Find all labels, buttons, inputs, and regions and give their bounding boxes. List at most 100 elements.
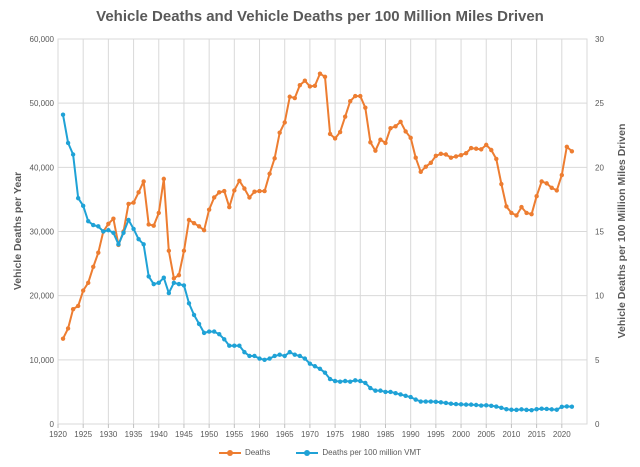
legend-item-rate[interactable]: Deaths per 100 million VMT	[296, 448, 421, 457]
point-deaths	[322, 74, 328, 80]
point-rate	[438, 400, 444, 405]
x-tick-label: 1965	[276, 430, 294, 439]
point-rate	[413, 397, 418, 402]
x-tick-label: 1975	[326, 430, 344, 439]
point-rate	[383, 389, 388, 395]
y-tick-label-right: 30	[595, 35, 604, 44]
x-tick-label: 2005	[477, 430, 495, 439]
point-rate	[96, 224, 101, 229]
point-rate	[272, 353, 277, 359]
x-tick-label: 2010	[503, 430, 521, 439]
point-deaths	[146, 222, 151, 227]
point-deaths	[252, 189, 257, 194]
point-deaths	[237, 178, 242, 184]
point-rate	[166, 290, 172, 296]
y-tick-label-right: 25	[595, 99, 604, 108]
point-rate	[327, 376, 333, 382]
x-tick-label: 1995	[427, 430, 445, 439]
point-rate	[463, 402, 469, 407]
point-deaths	[282, 120, 287, 125]
point-deaths	[106, 221, 111, 226]
point-deaths	[388, 125, 393, 131]
point-deaths	[332, 136, 338, 141]
point-rate	[302, 356, 308, 361]
point-deaths	[368, 140, 373, 145]
x-tick-label: 1925	[74, 430, 92, 439]
point-rate	[196, 321, 202, 327]
point-deaths	[479, 147, 484, 152]
point-deaths	[529, 211, 534, 217]
point-deaths	[342, 114, 348, 119]
point-deaths	[201, 228, 207, 233]
series-layer	[60, 71, 575, 413]
point-rate	[257, 356, 262, 361]
point-deaths	[393, 124, 398, 129]
point-rate	[217, 331, 222, 337]
point-rate	[222, 337, 227, 342]
point-deaths	[453, 154, 459, 159]
point-rate	[151, 281, 156, 287]
point-deaths	[267, 171, 272, 176]
point-rate	[489, 403, 494, 408]
point-deaths	[70, 306, 76, 312]
y-tick-label-left: 10,000	[30, 356, 55, 365]
point-rate	[237, 343, 242, 348]
point-deaths	[544, 181, 549, 186]
point-rate	[176, 281, 182, 287]
point-rate	[297, 353, 303, 359]
x-tick-label: 1940	[150, 430, 168, 439]
x-tick-label: 2020	[553, 430, 571, 439]
point-rate	[156, 280, 161, 286]
point-rate	[136, 237, 141, 242]
point-rate	[514, 407, 519, 413]
point-rate	[358, 378, 363, 384]
point-rate	[524, 407, 529, 413]
series-line-deaths	[62, 72, 573, 340]
point-rate	[408, 394, 413, 400]
point-deaths	[262, 188, 267, 194]
point-rate	[277, 352, 282, 357]
point-rate	[368, 385, 373, 391]
point-rate	[549, 407, 554, 412]
point-rate	[504, 407, 509, 412]
legend-label-deaths: Deaths	[244, 448, 271, 457]
point-rate	[307, 361, 313, 366]
point-deaths	[222, 188, 227, 194]
point-deaths	[373, 148, 378, 153]
legend: Deaths Deaths per 100 million VMT	[0, 448, 640, 457]
point-deaths	[75, 303, 81, 309]
point-rate	[373, 388, 378, 393]
x-tick-label: 1920	[49, 430, 67, 439]
point-rate	[433, 399, 439, 404]
x-tick-label: 2000	[452, 430, 470, 439]
point-rate	[544, 406, 549, 412]
point-deaths	[337, 129, 343, 135]
point-deaths	[96, 250, 101, 255]
point-rate	[121, 230, 126, 235]
point-deaths	[196, 224, 202, 229]
legend-item-deaths[interactable]: Deaths	[218, 448, 271, 457]
grid-layer	[57, 38, 588, 425]
point-rate	[428, 399, 434, 404]
point-rate	[267, 356, 272, 361]
point-rate	[569, 404, 575, 409]
x-tick-label: 1980	[351, 430, 369, 439]
point-rate	[453, 401, 459, 407]
point-deaths	[242, 186, 247, 191]
point-deaths	[418, 169, 423, 175]
y-tick-label-right: 5	[595, 356, 600, 365]
point-deaths	[403, 129, 408, 134]
point-deaths	[161, 176, 166, 182]
point-rate	[378, 388, 383, 393]
point-rate	[116, 242, 121, 247]
point-rate	[60, 112, 66, 117]
point-deaths	[317, 71, 323, 76]
point-deaths	[136, 190, 141, 195]
point-deaths	[559, 172, 565, 178]
point-deaths	[358, 93, 363, 99]
point-deaths	[80, 288, 86, 293]
point-rate	[393, 391, 398, 396]
point-rate	[80, 203, 86, 209]
point-rate	[186, 301, 192, 306]
point-deaths	[297, 83, 303, 88]
